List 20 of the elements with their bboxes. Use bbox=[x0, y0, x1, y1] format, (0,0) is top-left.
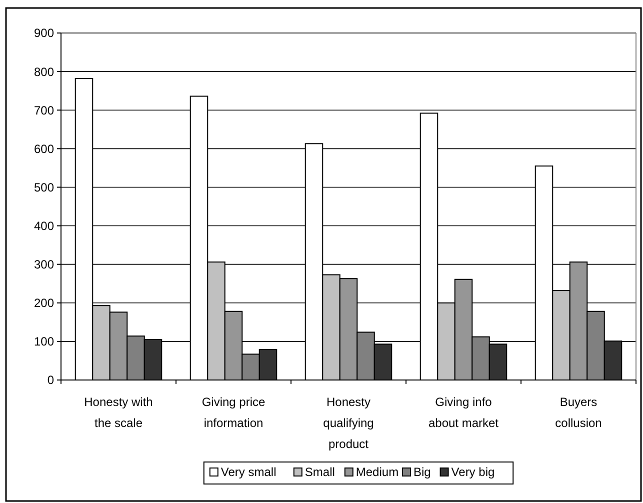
y-tick-label: 300 bbox=[34, 258, 54, 272]
x-tick-label: Honesty qualifying product bbox=[323, 395, 374, 451]
x-tick-label: Honesty with the scale bbox=[84, 395, 153, 430]
legend-label: Small bbox=[304, 465, 335, 480]
y-tick-label: 0 bbox=[47, 373, 54, 388]
y-tick-label: 200 bbox=[34, 296, 54, 310]
legend-label: Very small bbox=[220, 465, 276, 480]
legend-label: Very big bbox=[451, 465, 495, 480]
y-tick-label: 400 bbox=[34, 218, 54, 233]
legend-label: Big bbox=[414, 465, 431, 480]
y-tick-label: 600 bbox=[34, 142, 54, 156]
x-tick-label: Giving price information bbox=[202, 395, 266, 430]
y-tick-label: 700 bbox=[34, 103, 54, 118]
y-tick-label: 900 bbox=[34, 26, 54, 40]
legend-label: Medium bbox=[356, 465, 399, 480]
y-tick-label: 800 bbox=[34, 64, 54, 79]
x-tick-label: Giving info about market bbox=[428, 395, 500, 430]
x-tick-label: Buyers collusion bbox=[555, 395, 602, 430]
y-tick-label: 100 bbox=[34, 334, 54, 349]
y-tick-label: 500 bbox=[34, 180, 54, 194]
